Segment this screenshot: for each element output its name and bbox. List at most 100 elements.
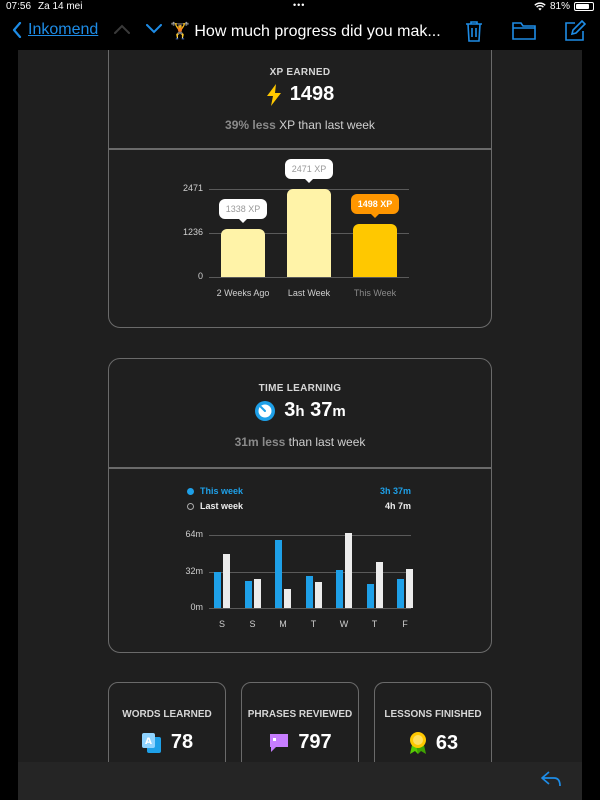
- this-week-bar: [244, 580, 252, 608]
- legend-dot-last-week: [187, 502, 194, 510]
- words-learned-card: WORDS LEARNED A 78: [108, 682, 226, 762]
- this-week-bar: [305, 576, 313, 608]
- day-label: F: [402, 619, 408, 629]
- time-gridline: [209, 608, 411, 609]
- last-week-bar: [375, 562, 383, 608]
- xp-ytick-label: 0: [197, 271, 203, 281]
- last-week-bar: [284, 588, 291, 608]
- xp-gridline: [209, 277, 409, 278]
- xp-category-label: Last Week: [287, 288, 331, 298]
- email-body[interactable]: XP EARNED 1498 39% less XP than last wee…: [18, 50, 582, 762]
- xp-divider: [109, 148, 491, 150]
- last-week-bar: [406, 569, 413, 608]
- legend-label-last-week: Last week: [200, 501, 244, 511]
- day-label: S: [249, 619, 256, 629]
- xp-bar: [221, 229, 265, 277]
- trash-icon: [466, 21, 482, 42]
- medal-icon: [409, 732, 426, 754]
- time-gridline: [209, 535, 411, 536]
- reply-button[interactable]: [540, 770, 562, 788]
- chevron-up-icon: [114, 24, 130, 34]
- status-date: Za 14 mei: [38, 1, 83, 12]
- time-minutes-unit: m: [332, 403, 346, 420]
- svg-text:A: A: [145, 737, 152, 747]
- legend-dot-this-week: [187, 487, 194, 495]
- lessons-finished-row: 63: [375, 731, 491, 755]
- xp-ytick-label: 1236: [182, 226, 203, 237]
- xp-compare-highlight: 39% less: [225, 118, 276, 132]
- time-chart: 0m 32m 64m S S M T W T F: [109, 359, 493, 654]
- time-compare: 31m less than last week: [109, 435, 491, 449]
- this-week-bar: [275, 539, 282, 608]
- xp-category-label: This Week: [353, 288, 397, 298]
- mail-toolbar: Inkomend 🏋️ How much progress did you ma…: [0, 14, 600, 50]
- xp-data-label: 2471 XP: [285, 159, 333, 183]
- time-compare-highlight: 31m less: [234, 435, 286, 449]
- phrases-reviewed-card: PHRASES REVIEWED 797: [241, 682, 359, 762]
- time-hours-unit: h: [295, 403, 305, 420]
- chevron-down-icon: [146, 24, 162, 34]
- reply-icon: [541, 771, 561, 787]
- message-subject: 🏋️ How much progress did you mak...: [170, 23, 440, 40]
- legend-value-last-week: 4h 7m: [384, 501, 411, 511]
- words-learned-label: WORDS LEARNED: [122, 709, 212, 720]
- chevron-left-icon: [12, 22, 22, 38]
- time-ytick-label: 0m: [190, 602, 203, 612]
- next-message-button[interactable]: [146, 24, 162, 34]
- trash-button[interactable]: [464, 20, 484, 42]
- lightning-icon: [266, 83, 281, 106]
- back-label: Inkomend: [28, 21, 99, 38]
- xp-label: XP EARNED: [269, 67, 331, 78]
- this-week-bar: [366, 584, 374, 608]
- xp-ytick-label: 2471: [182, 183, 203, 193]
- lessons-finished-value: 63: [435, 731, 459, 754]
- time-hours: 3: [284, 399, 296, 421]
- time-value-row: 3h 37m: [109, 399, 491, 422]
- status-bar: 07:56 Za 14 mei ••• 81%: [0, 0, 600, 14]
- phrases-reviewed-label: PHRASES REVIEWED: [247, 709, 353, 720]
- bottom-toolbar: [18, 762, 582, 800]
- wifi-icon: [534, 2, 546, 11]
- xp-data-label: 1498 XP: [351, 193, 399, 218]
- folder-icon: [512, 22, 536, 40]
- time-label: TIME LEARNING: [258, 383, 342, 394]
- xp-chart: 0 1236 2471 1338 XP 2 Weeks Ago 2471 XP Last W…: [109, 50, 493, 329]
- xp-value-row: 1498: [109, 83, 491, 106]
- day-label: T: [310, 619, 317, 629]
- xp-compare: 39% less XP than last week: [109, 118, 491, 132]
- legend-value-this-week: 3h 37m: [379, 486, 411, 496]
- words-learned-row: A 78: [109, 731, 225, 754]
- lessons-finished-label: LESSONS FINISHED: [384, 709, 482, 720]
- xp-bar: [353, 223, 397, 277]
- day-label: T: [371, 619, 378, 629]
- lessons-finished-card: LESSONS FINISHED 63: [374, 682, 492, 762]
- xp-category-label: 2 Weeks Ago: [216, 288, 270, 298]
- compose-button[interactable]: [564, 20, 586, 42]
- last-week-bar: [253, 579, 261, 608]
- battery-icon: [574, 2, 594, 11]
- multitasking-dots-icon[interactable]: •••: [293, 0, 306, 10]
- time-ytick-label: 64m: [185, 529, 203, 539]
- time-divider: [109, 467, 491, 469]
- battery-fill: [576, 4, 589, 9]
- time-card: TIME LEARNING 3h 37m 31m less than last …: [108, 358, 492, 653]
- clock-icon: [255, 400, 276, 421]
- compose-icon: [565, 20, 586, 41]
- day-label: S: [218, 619, 225, 629]
- legend-last-week: Last week: [187, 501, 243, 511]
- xp-card: XP EARNED 1498 39% less XP than last wee…: [108, 50, 492, 328]
- battery-percent: 81%: [549, 1, 570, 12]
- status-time: 07:56: [6, 1, 32, 12]
- time-ytick-label: 32m: [185, 565, 203, 576]
- phrases-icon: [270, 733, 289, 752]
- legend-label-this-week: This week: [200, 486, 244, 496]
- time-gridline: [209, 571, 411, 573]
- legend-this-week: This week: [187, 486, 243, 496]
- last-week-bar: [345, 532, 352, 608]
- move-to-folder-button[interactable]: [512, 20, 536, 42]
- previous-message-button[interactable]: [114, 24, 130, 34]
- xp-value: 1498: [289, 83, 335, 105]
- words-learned-value: 78: [170, 731, 194, 753]
- xp-compare-text: XP than last week: [275, 118, 375, 132]
- back-button[interactable]: Inkomend: [12, 21, 98, 39]
